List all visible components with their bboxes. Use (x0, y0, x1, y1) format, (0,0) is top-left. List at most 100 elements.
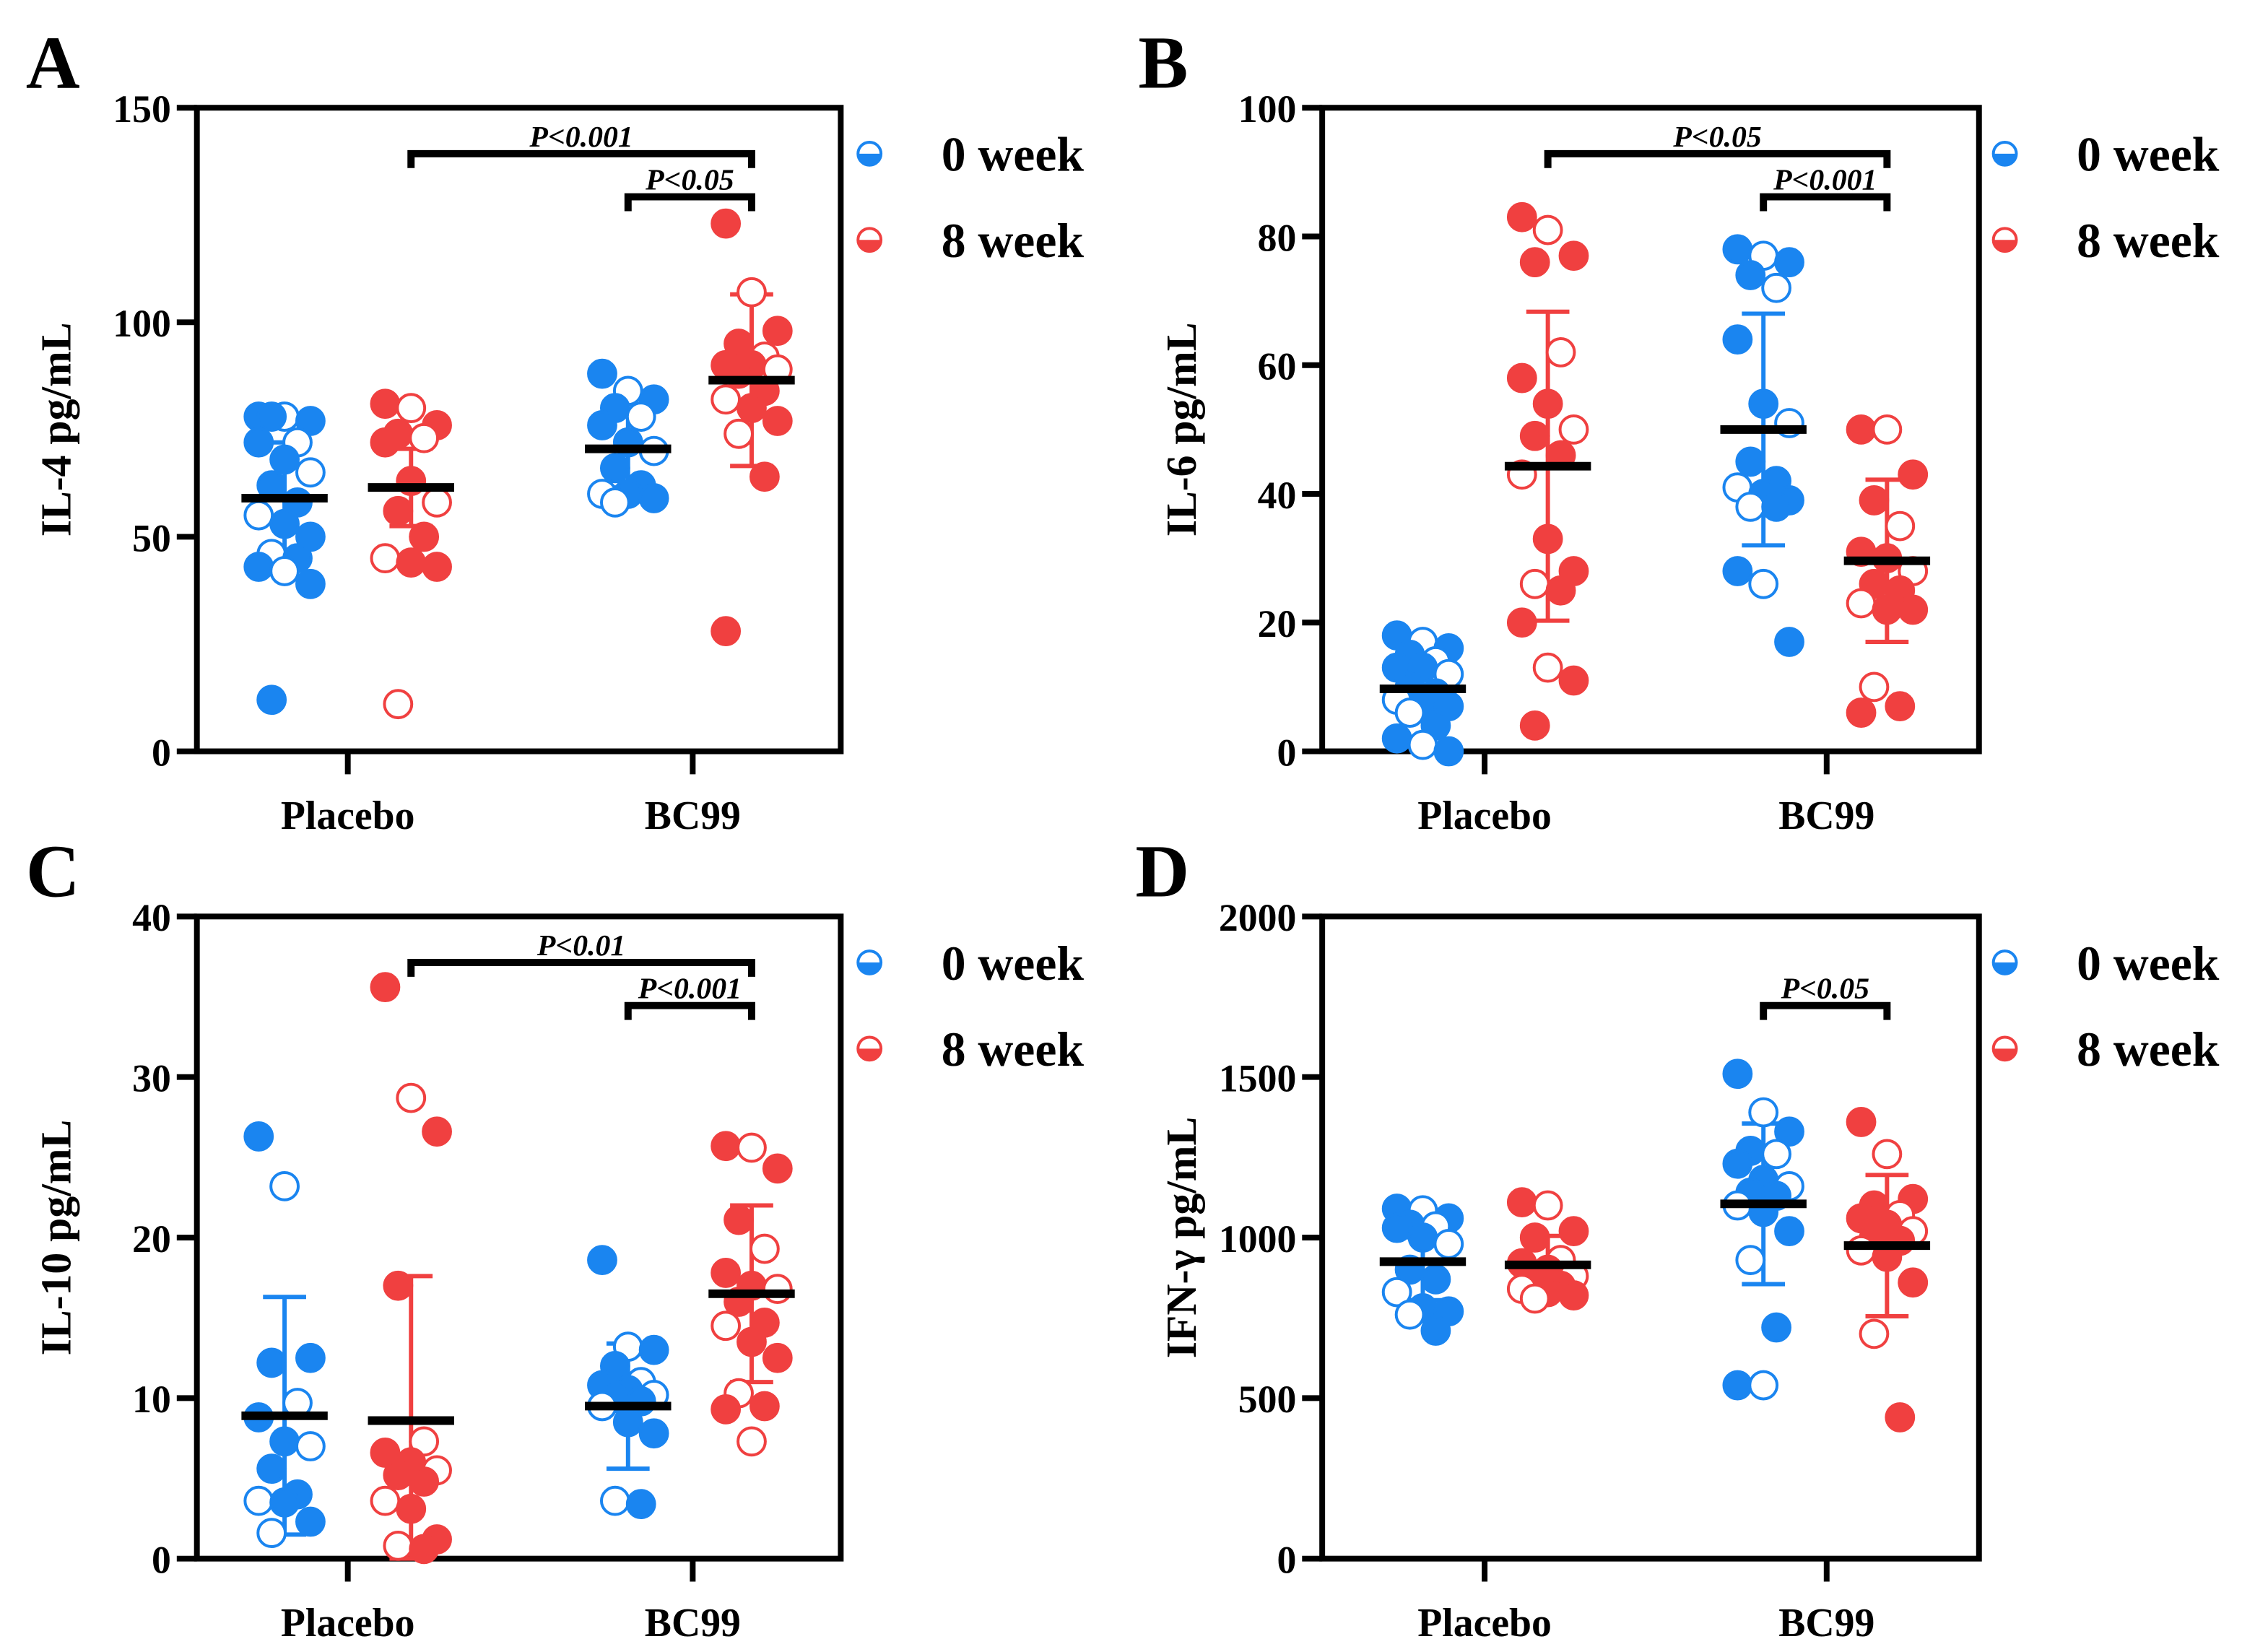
data-point (1381, 723, 1412, 754)
data-point (1722, 234, 1753, 265)
data-point (1885, 1402, 1916, 1433)
data-point (749, 1391, 780, 1422)
data-point (1558, 240, 1589, 271)
data-point (1506, 607, 1537, 638)
data-point (269, 1487, 300, 1518)
data-point (749, 1233, 780, 1264)
data-point (370, 1438, 401, 1468)
data-point (1761, 272, 1792, 303)
y-tick-label: 0 (152, 731, 171, 774)
data-point (711, 384, 742, 415)
data-point (1846, 1107, 1877, 1137)
data-point (1885, 510, 1916, 542)
panel-letter: D (1135, 831, 1189, 913)
group-placebo-week8 (1504, 1187, 1591, 1314)
data-point (1532, 1190, 1563, 1221)
group-placebo-week0 (1379, 620, 1467, 767)
data-point (1545, 575, 1576, 606)
data-point (383, 495, 414, 526)
data-point (1558, 414, 1589, 445)
data-point (1381, 1277, 1412, 1308)
plot-frame (194, 913, 844, 1562)
data-point (370, 972, 401, 1003)
data-point (625, 1489, 656, 1519)
y-tick-label: 0 (152, 1539, 171, 1582)
x-tick-label: Placebo (1417, 794, 1552, 838)
group-placebo-week8 (368, 972, 454, 1565)
legend-label: 8 week (942, 214, 1085, 268)
legend-marker-fill (1993, 240, 2017, 252)
significance-bracket (1760, 1001, 1891, 1020)
group-placebo-week0 (1379, 1194, 1467, 1346)
data-point (295, 457, 326, 488)
x-tick-label: Placebo (1417, 1601, 1552, 1646)
y-tick-label: 1000 (1219, 1217, 1296, 1261)
data-point (1761, 1312, 1792, 1343)
legend-marker-fill (1993, 962, 2017, 974)
data-point (1859, 485, 1890, 516)
p-value-label: P<0.001 (529, 121, 633, 154)
data-point (762, 1274, 793, 1305)
legend-marker-fill (858, 240, 882, 252)
data-point (1407, 729, 1438, 760)
data-point (256, 1518, 287, 1548)
data-point (1532, 523, 1563, 555)
data-point (1506, 362, 1537, 394)
group-placebo-week8 (1504, 201, 1591, 741)
y-tick-label: 40 (1258, 474, 1297, 517)
data-point (256, 401, 287, 432)
data-point (1859, 671, 1890, 703)
p-value-label: P<0.001 (638, 973, 742, 1006)
panel-letter: A (26, 22, 80, 104)
data-point (1748, 1370, 1779, 1401)
plot-frame (1319, 105, 1982, 755)
data-point (1506, 1187, 1537, 1217)
data-point (1898, 459, 1929, 490)
data-point (295, 521, 326, 552)
legend-marker-fill (1993, 153, 2017, 165)
y-axis-label: IL-4 pg/mL (32, 322, 80, 536)
legend-label: 8 week (2077, 1022, 2220, 1077)
data-point (1519, 710, 1550, 741)
data-point (1774, 1216, 1804, 1247)
legend-label: 0 week (942, 128, 1085, 182)
data-point (295, 1431, 326, 1461)
group-bc99-week8 (1843, 1107, 1931, 1433)
data-point (370, 427, 401, 458)
data-point (256, 684, 287, 716)
legend-item-week8: 8 week (856, 1022, 1084, 1077)
data-point (269, 1426, 300, 1457)
p-value-label: P<0.05 (1781, 973, 1869, 1006)
x-tick-label: Placebo (281, 1601, 415, 1646)
plot-frame (194, 105, 844, 755)
data-point (243, 552, 274, 582)
data-point (243, 427, 274, 458)
group-bc99-week0 (1720, 234, 1807, 657)
data-point (1558, 1216, 1589, 1247)
data-point (1722, 1148, 1753, 1179)
group-placebo-week8 (368, 388, 454, 720)
y-tick-label: 2000 (1219, 896, 1296, 939)
data-point (1774, 1116, 1804, 1147)
data-point (1506, 201, 1537, 232)
data-point (638, 1334, 669, 1365)
legend-item-week0: 0 week (1991, 128, 2220, 182)
data-point (1381, 1212, 1412, 1243)
data-point (396, 1493, 427, 1524)
data-point (1846, 414, 1877, 445)
panel-letter: B (1138, 22, 1188, 104)
data-point (1532, 214, 1563, 245)
data-point (409, 422, 440, 453)
data-point (370, 388, 401, 419)
data-point (269, 444, 300, 475)
data-point (1774, 627, 1804, 657)
y-tick-label: 150 (113, 87, 171, 131)
data-point (295, 406, 326, 436)
data-point (1519, 420, 1550, 451)
p-value-label: P<0.001 (1773, 164, 1877, 197)
data-point (638, 1418, 669, 1449)
data-point (737, 1326, 767, 1357)
p-value-label: P<0.05 (645, 164, 734, 197)
data-point (1748, 568, 1779, 599)
group-bc99-week8 (708, 208, 795, 647)
